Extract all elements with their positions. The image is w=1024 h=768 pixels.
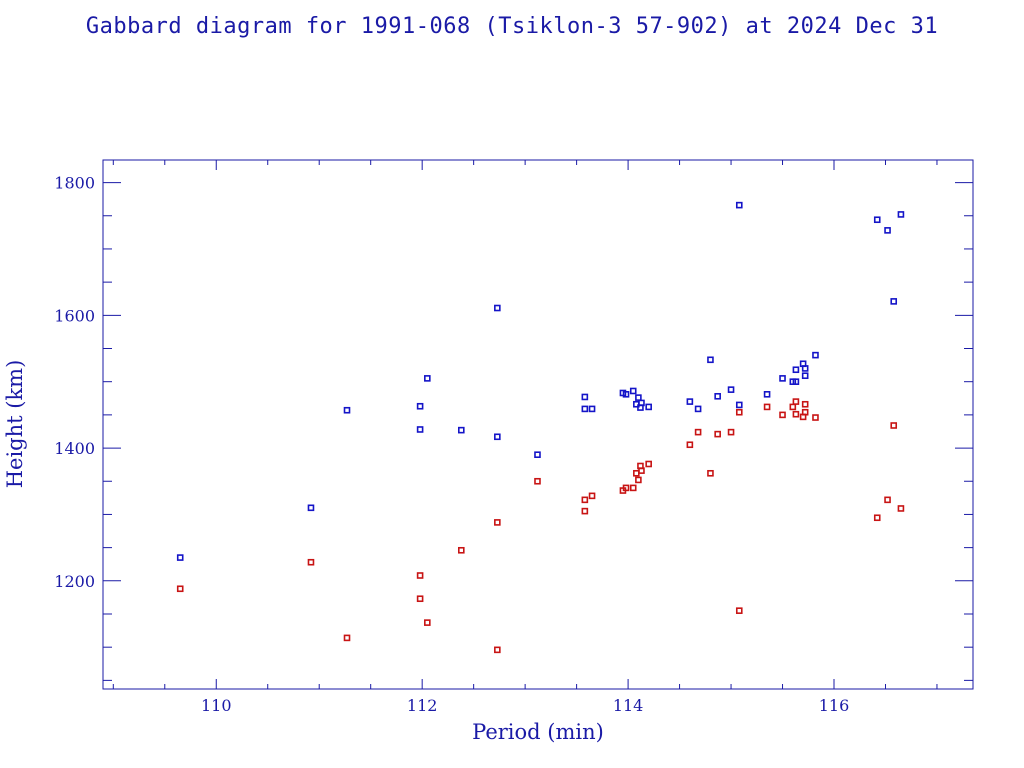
perigee-point — [494, 646, 501, 654]
apogee-point — [779, 375, 786, 382]
perigee-point — [581, 496, 589, 504]
apogee-point — [581, 393, 589, 401]
perigee-point — [763, 403, 771, 411]
apogee-point — [622, 390, 630, 398]
x-tick-label: 116 — [819, 696, 850, 715]
apogee-point — [581, 405, 589, 413]
apogee-point — [735, 401, 743, 409]
apogee-point — [735, 201, 743, 209]
perigee-point — [792, 410, 800, 418]
apogee-point — [635, 394, 642, 401]
perigee-point — [307, 558, 315, 566]
perigee-point — [727, 428, 735, 436]
perigee-point — [494, 519, 501, 526]
y-axis-label: Height (km) — [3, 360, 27, 489]
y-tick-label: 1200 — [54, 572, 95, 591]
apogee-point — [812, 351, 819, 359]
apogee-point — [424, 375, 431, 382]
apogee-point — [884, 227, 891, 234]
perigee-point — [735, 408, 743, 416]
perigee-point — [457, 546, 465, 554]
perigee-point — [534, 477, 541, 485]
apogee-point — [801, 372, 809, 380]
apogee-point — [588, 405, 596, 413]
apogee-point — [801, 365, 809, 372]
apogee-point — [792, 366, 800, 374]
apogee-point — [645, 403, 652, 411]
x-tick-label: 112 — [407, 696, 438, 715]
perigee-point — [343, 634, 351, 642]
perigee-point — [735, 607, 743, 614]
y-tick-label: 1800 — [54, 174, 95, 193]
apogee-point — [763, 390, 771, 398]
x-tick-label: 110 — [201, 696, 232, 715]
apogee-point — [629, 387, 637, 395]
apogee-point — [792, 378, 800, 385]
apogee-point — [176, 554, 184, 561]
perigee-point — [779, 411, 786, 419]
apogee-point — [873, 216, 881, 224]
apogee-point — [457, 426, 465, 434]
perigee-point — [629, 484, 637, 492]
apogee-point — [307, 504, 315, 512]
plot-frame — [102, 159, 974, 690]
perigee-point — [812, 414, 819, 421]
perigee-point — [789, 403, 797, 411]
perigee-point — [176, 585, 184, 593]
perigee-point — [581, 507, 589, 515]
perigee-point — [890, 422, 898, 429]
apogee-point — [897, 211, 905, 218]
perigee-point — [801, 400, 809, 408]
perigee-point — [884, 496, 891, 504]
apogee-point — [694, 405, 702, 413]
perigee-point — [792, 398, 800, 405]
chart-title: Gabbard diagram for 1991-068 (Tsiklon-3 … — [85, 14, 939, 39]
data-points — [176, 201, 905, 654]
apogee-point — [416, 402, 424, 410]
perigee-point — [686, 441, 694, 449]
perigee-point — [416, 572, 424, 579]
perigee-point — [801, 408, 809, 416]
y-tick-label: 1400 — [54, 439, 95, 458]
tick-labels: 110 112 114 116 1200 1400 1600 1800 — [54, 174, 849, 715]
apogee-point — [686, 398, 694, 405]
perigee-point — [707, 469, 714, 477]
apogee-point — [890, 298, 898, 305]
perigee-point — [622, 484, 630, 492]
apogee-point — [494, 304, 501, 312]
apogee-point — [534, 451, 541, 459]
perigee-point — [645, 460, 652, 468]
apogee-point — [707, 356, 714, 364]
apogee-point — [727, 386, 735, 393]
perigee-point — [424, 619, 431, 626]
y-tick-label: 1600 — [54, 306, 95, 325]
perigee-point — [416, 595, 424, 603]
perigee-point — [635, 476, 642, 484]
x-tick-label: 114 — [613, 696, 644, 715]
perigee-point — [694, 428, 702, 436]
axis-ticks — [103, 160, 973, 689]
apogee-point — [637, 404, 644, 411]
perigee-point — [714, 430, 721, 438]
perigee-point — [897, 505, 905, 512]
perigee-point — [637, 462, 644, 470]
apogee-point — [714, 392, 721, 400]
apogee-point — [416, 426, 424, 433]
perigee-point — [588, 492, 596, 500]
apogee-point — [494, 433, 501, 441]
x-axis-label: Period (min) — [472, 720, 604, 744]
apogee-point — [343, 406, 351, 414]
perigee-point — [873, 514, 881, 522]
perigee-point — [633, 469, 640, 477]
